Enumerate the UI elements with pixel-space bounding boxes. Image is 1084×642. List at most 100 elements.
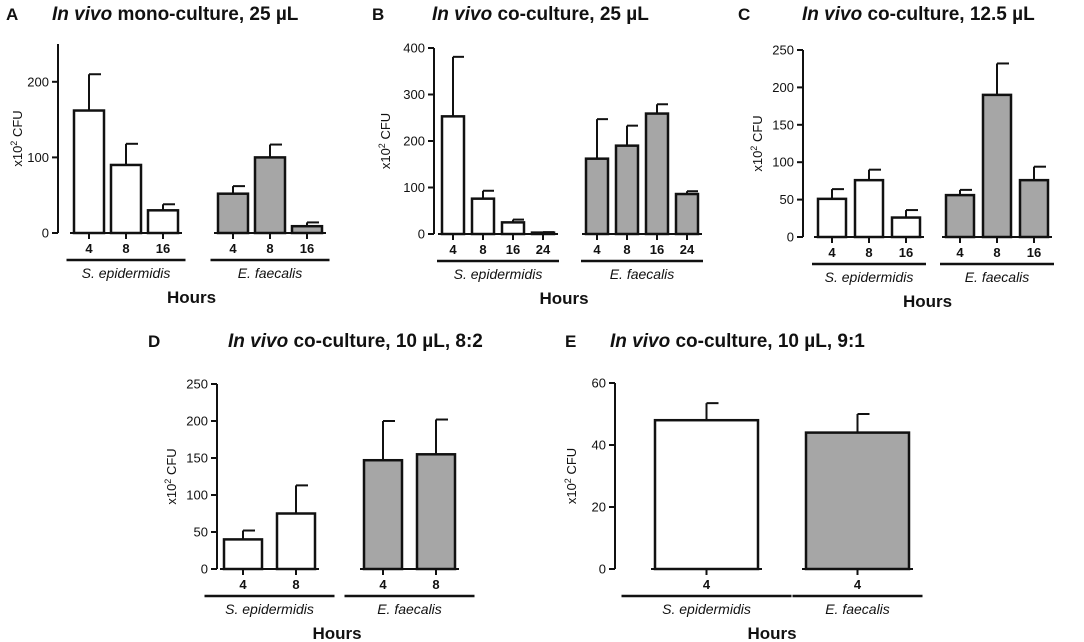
y-tick-label: 200 [186, 414, 208, 429]
y-axis-label: x102 CFU [9, 110, 25, 166]
panel-title-italic: In vivo [432, 4, 492, 25]
x-axis-label: Hours [539, 289, 588, 308]
x-category-label: 8 [432, 577, 439, 592]
x-category-label: 24 [536, 242, 551, 257]
panel-title-rest: co-culture, 25 µL [492, 4, 649, 25]
y-tick-label: 20 [592, 500, 606, 515]
y-tick-label: 0 [201, 562, 208, 577]
y-tick-label: 0 [599, 562, 606, 577]
x-category-label: 8 [266, 241, 273, 256]
group-label: S. epidermidis [454, 266, 543, 282]
bar [674, 192, 700, 236]
bar [72, 109, 106, 235]
panel-title: In vivo mono-culture, 25 µL [52, 4, 299, 25]
x-category-label: 4 [854, 577, 862, 592]
x-category-label: 4 [379, 577, 387, 592]
panel-title-italic: In vivo [802, 4, 862, 25]
x-category-label: 4 [229, 241, 237, 256]
y-tick-label: 100 [27, 150, 49, 165]
x-category-label: 8 [122, 241, 129, 256]
y-axis-label-tail: CFU [564, 448, 579, 478]
y-tick-label: 100 [772, 155, 794, 170]
x-category-label: 8 [623, 242, 630, 257]
panel-title-italic: In vivo [228, 331, 288, 352]
bar [890, 216, 922, 239]
y-axis-label-main: x10 [10, 146, 25, 167]
group-label: E. faecalis [965, 269, 1030, 285]
x-category-label: 24 [680, 242, 695, 257]
x-category-label: 4 [85, 241, 93, 256]
x-category-label: 4 [828, 245, 836, 260]
y-tick-label: 200 [403, 134, 425, 149]
panel-letter: A [6, 5, 18, 24]
group-label: E. faecalis [610, 266, 675, 282]
bar [253, 156, 287, 235]
x-category-label: 8 [292, 577, 299, 592]
y-tick-label: 250 [772, 43, 794, 58]
y-tick-label: 300 [403, 87, 425, 102]
panel-c: C In vivo co-culture, 12.5 µL 0 50 100 150 200… [738, 4, 1054, 311]
y-axis-label-main: x10 [564, 483, 579, 504]
panel-title: In vivo co-culture, 25 µL [432, 4, 649, 25]
x-category-label: 16 [300, 241, 314, 256]
x-category-label: 4 [593, 242, 601, 257]
x-axis-label: Hours [903, 292, 952, 311]
x-category-label: 16 [1027, 245, 1041, 260]
bar [275, 512, 317, 571]
y-axis-label-sup: 2 [563, 478, 573, 483]
bar [290, 224, 324, 235]
panel-letter: C [738, 5, 750, 24]
y-axis-label: x102 CFU [163, 448, 179, 504]
y-axis-label: x102 CFU [749, 115, 765, 171]
y-axis-label-sup: 2 [377, 143, 387, 148]
group-label: E. faecalis [377, 601, 442, 617]
x-axis-label: Hours [312, 624, 361, 642]
bar [644, 112, 670, 236]
group-label: E. faecalis [238, 265, 303, 281]
group-label: S. epidermidis [662, 601, 751, 617]
bar [216, 192, 250, 235]
bar [146, 209, 180, 235]
bar [653, 418, 760, 571]
y-axis-label-main: x10 [164, 484, 179, 505]
y-axis-label: x102 CFU [563, 448, 579, 504]
x-axis-label: Hours [167, 288, 216, 307]
panel-a: A In vivo mono-culture, 25 µL 0 100 200 x102 … [6, 4, 330, 307]
panel-title-italic: In vivo [610, 331, 670, 352]
group-label: S. epidermidis [225, 601, 314, 617]
panel-letter: B [372, 5, 384, 24]
y-axis-label-tail: CFU [378, 113, 393, 143]
y-tick-label: 400 [403, 41, 425, 56]
y-tick-label: 0 [787, 230, 794, 245]
bar [362, 458, 404, 571]
panel-title-rest: mono-culture, 25 µL [112, 4, 299, 25]
x-category-label: 8 [479, 242, 486, 257]
x-category-label: 8 [865, 245, 872, 260]
group-label: S. epidermidis [825, 269, 914, 285]
y-axis-label-sup: 2 [9, 141, 19, 146]
y-axis-label-tail: CFU [164, 448, 179, 478]
bar [944, 193, 976, 239]
panel-title-rest: co-culture, 10 µL, 9:1 [670, 331, 865, 352]
y-axis-label-tail: CFU [10, 110, 25, 140]
bar [816, 197, 848, 239]
y-tick-label: 50 [194, 525, 208, 540]
y-axis-label-main: x10 [378, 148, 393, 169]
bar [500, 221, 526, 236]
panel-title-rest: co-culture, 10 µL, 8:2 [288, 331, 483, 352]
group-label: E. faecalis [825, 601, 890, 617]
bar [804, 431, 911, 571]
bar [853, 178, 885, 239]
bar [109, 163, 143, 235]
y-tick-label: 50 [780, 192, 794, 207]
bar [440, 115, 466, 236]
x-category-label: 16 [899, 245, 913, 260]
y-axis-label: x102 CFU [377, 113, 393, 169]
panel-letter: D [148, 332, 160, 351]
panel-title: In vivo co-culture, 12.5 µL [802, 4, 1035, 25]
y-axis-label-sup: 2 [163, 479, 173, 484]
panel-title: In vivo co-culture, 10 µL, 8:2 [228, 331, 483, 352]
y-tick-label: 60 [592, 376, 606, 391]
x-category-label: 4 [449, 242, 457, 257]
bar [614, 144, 640, 236]
